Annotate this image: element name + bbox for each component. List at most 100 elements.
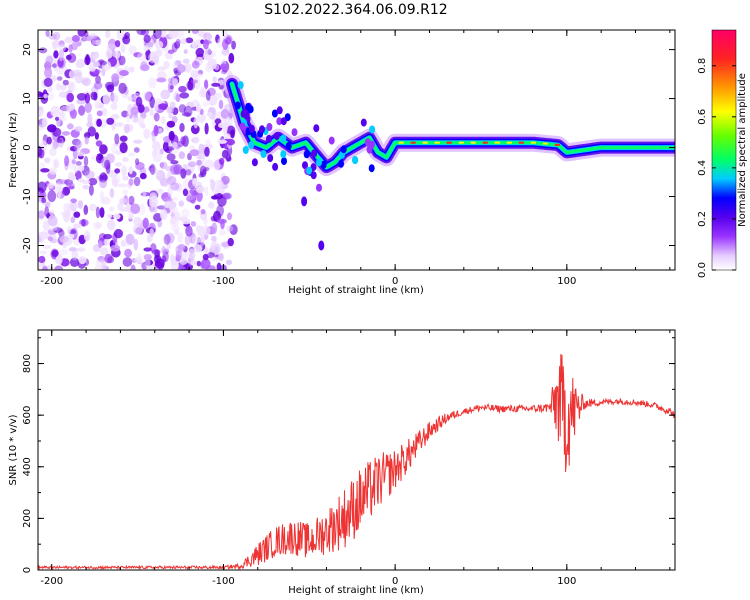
- spectrogram-noise-blob: [199, 165, 207, 176]
- spectrogram-noise-blob: [210, 179, 215, 191]
- spectrogram-noise-blob: [112, 50, 120, 60]
- spectrogram-signal-blob: [280, 117, 287, 126]
- snr-series-line: [38, 354, 675, 570]
- spectrogram-noise-blob: [83, 30, 89, 38]
- spectrogram-noise-blob: [68, 174, 77, 181]
- spectrogram-noise-blob: [66, 123, 74, 130]
- spectrogram-noise-blob: [202, 253, 209, 261]
- spectrogram-noise-blob: [44, 206, 50, 218]
- spectrogram-noise-blob: [133, 147, 140, 153]
- spectrogram-noise-blob: [153, 112, 160, 122]
- spectrogram-noise-blob: [126, 111, 131, 123]
- y-tick-label: 10: [22, 92, 33, 105]
- spectrogram-noise-blob: [88, 203, 97, 212]
- spectrogram-noise-blob: [162, 141, 169, 152]
- spectrogram-noise-blob: [59, 248, 68, 255]
- spectrogram-noise-blob: [94, 39, 102, 46]
- spectrogram-noise-blob: [131, 117, 140, 123]
- spectrogram-noise-blob: [135, 158, 140, 166]
- spectrogram-noise-blob: [101, 108, 108, 116]
- spectrogram-noise-blob: [193, 117, 199, 129]
- spectrogram-noise-blob: [128, 45, 137, 55]
- spectrogram-noise-blob: [106, 213, 113, 219]
- spectrogram-noise-blob: [110, 114, 120, 120]
- spectrogram-noise-blob: [196, 103, 201, 113]
- spectrogram-noise-blob: [204, 248, 209, 255]
- spectrogram-noise-blob: [159, 177, 169, 187]
- spectrogram-noise-blob: [38, 47, 48, 54]
- spectrogram-noise-blob: [225, 259, 233, 265]
- spectrogram-noise-blob: [62, 79, 69, 86]
- spectrogram-noise-blob: [47, 91, 54, 101]
- spectrogram-noise-blob: [70, 216, 76, 224]
- spectrogram-noise-blob: [73, 211, 81, 218]
- spectrogram-noise-blob: [48, 167, 58, 175]
- spectrogram-noise-blob: [47, 236, 53, 241]
- spectrogram-signal-blob: [267, 154, 274, 163]
- spectrogram-noise-blob: [96, 118, 102, 128]
- spectrogram-noise-blob: [91, 39, 96, 45]
- spectrogram-noise-blob: [149, 166, 158, 174]
- spectrogram-noise-blob: [95, 259, 104, 268]
- spectrogram-noise-blob: [118, 82, 127, 94]
- spectrogram-noise-blob: [157, 128, 163, 133]
- spectrogram-noise-blob: [133, 176, 141, 187]
- spectrogram-noise-blob: [66, 103, 76, 112]
- spectrogram-noise-blob: [170, 182, 180, 191]
- spectrogram-signal-blob: [234, 101, 241, 110]
- spectrogram-noise-blob: [63, 210, 71, 218]
- y-tick-label: 0: [22, 144, 33, 150]
- spectrogram-noise-blob: [42, 244, 51, 249]
- spectrogram-noise-blob: [214, 118, 222, 125]
- spectrogram-noise-blob: [59, 84, 67, 91]
- spectrogram-noise-blob: [81, 218, 86, 227]
- spectrogram-signal-blob: [340, 145, 347, 154]
- spectrogram-noise-blob: [99, 144, 108, 155]
- spectrogram-noise-blob: [52, 63, 57, 68]
- spectrogram-signal-blob: [291, 128, 298, 137]
- spectrogram-noise-blob: [114, 40, 121, 48]
- spectrogram-noise-blob: [117, 202, 124, 211]
- spectrogram-noise-blob: [177, 232, 184, 243]
- spectrogram-noise-blob: [179, 257, 188, 265]
- spectrogram-noise-blob: [181, 218, 191, 225]
- spectrogram-noise-blob: [119, 135, 128, 142]
- spectrogram-signal-blob: [280, 134, 287, 143]
- spectrogram-noise-blob: [113, 213, 121, 220]
- y-tick-label: 800: [22, 354, 33, 373]
- spectrogram-noise-blob: [99, 191, 105, 201]
- spectrogram-noise-blob: [217, 37, 224, 48]
- spectrogram-noise-blob: [172, 196, 178, 201]
- spectrogram-noise-blob: [95, 206, 100, 219]
- spectrogram-noise-blob: [68, 70, 76, 79]
- spectrogram-noise-blob: [155, 171, 161, 177]
- spectrogram-noise-blob: [194, 204, 201, 210]
- spectrogram-noise-blob: [136, 252, 142, 263]
- spectrogram-noise-blob: [213, 159, 221, 171]
- spectrogram-noise-blob: [177, 265, 186, 270]
- spectrogram-noise-blob: [178, 200, 184, 207]
- spectrogram-noise-blob: [110, 244, 121, 252]
- spectrogram-noise-blob: [186, 101, 194, 108]
- spectrogram-noise-blob: [199, 86, 207, 95]
- spectrogram-noise-blob: [160, 161, 168, 170]
- spectrogram-noise-blob: [171, 206, 178, 214]
- spectrogram-noise-blob: [110, 102, 118, 110]
- x-tick-label: -200: [40, 576, 63, 587]
- spectrogram-noise-blob: [73, 223, 82, 229]
- spectrogram-noise-blob: [198, 143, 205, 154]
- spectrogram-noise-blob: [128, 195, 135, 206]
- spectrogram-noise-blob: [66, 92, 74, 103]
- spectrogram-noise-blob: [104, 253, 113, 264]
- spectrogram-signal-blob: [272, 162, 279, 171]
- spectrogram-noise-blob: [38, 105, 44, 117]
- spectrogram-signal-blob: [240, 109, 247, 118]
- spectrogram-noise-blob: [111, 175, 121, 185]
- spectrogram-noise-blob: [111, 73, 120, 83]
- spectrogram-noise-blob: [226, 138, 236, 146]
- spectrogram-noise-blob: [191, 60, 200, 69]
- spectrogram-noise-blob: [171, 225, 181, 232]
- spectrogram-noise-blob: [73, 165, 78, 173]
- snr-x-label: Height of straight line (km): [288, 585, 424, 596]
